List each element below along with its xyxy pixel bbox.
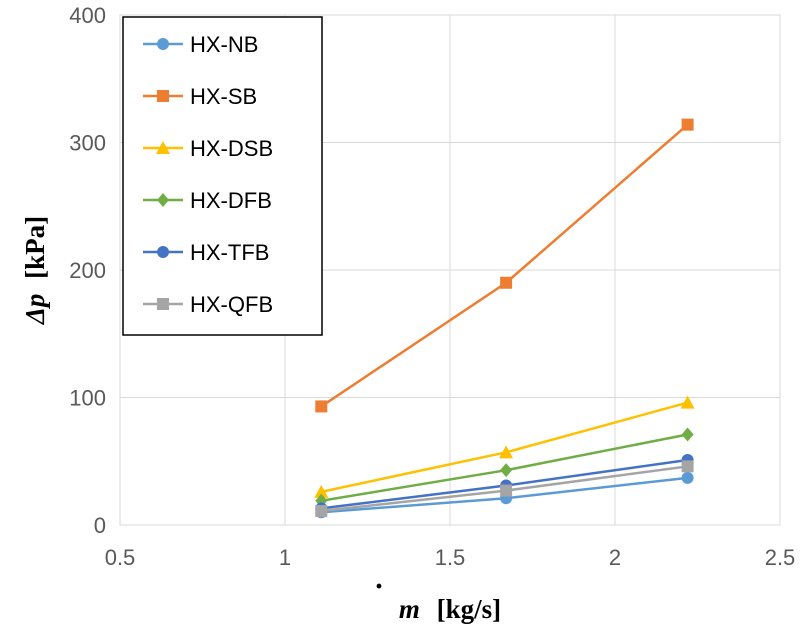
legend-label: HX-NB	[190, 32, 258, 57]
legend-item-hx-qfb: HX-QFB	[143, 292, 273, 317]
x-axis-unit: [kg/s]	[437, 594, 502, 624]
series-hx-dfb	[315, 427, 694, 508]
legend-label: HX-DSB	[190, 136, 273, 161]
legend-swatch-marker	[156, 141, 170, 154]
legend-swatch-marker	[157, 298, 169, 310]
series-hx-sb	[315, 118, 694, 413]
data-point-hx-dsb	[314, 484, 329, 498]
y-axis-unit: [kPa]	[20, 216, 50, 279]
y-axis-label: Δp [kPa]	[20, 216, 50, 325]
series-line-hx-sb	[320, 123, 689, 408]
legend-label: HX-DFB	[190, 188, 272, 213]
x-tick-label: 0.5	[105, 545, 136, 570]
data-point-hx-sb	[315, 400, 328, 413]
data-point-hx-dsb	[680, 395, 695, 409]
plot-area-frame	[119, 14, 781, 526]
x-tick-label: 2	[609, 545, 621, 570]
data-point-hx-dsb	[499, 445, 514, 459]
data-point-hx-sb	[681, 118, 694, 131]
series-hx-dsb	[314, 395, 695, 498]
legend-swatch-marker	[157, 246, 169, 258]
x-axis-label: m [kg/s]	[399, 594, 501, 624]
y-axis-symbol: Δp	[20, 294, 50, 325]
x-tick-label: 2.5	[765, 545, 796, 570]
y-tick-label: 100	[69, 386, 106, 411]
y-tick-label: 0	[94, 513, 106, 538]
data-point-hx-sb	[500, 276, 513, 289]
legend-swatch-marker	[157, 38, 169, 50]
legend-item-hx-nb: HX-NB	[143, 32, 258, 57]
series-layer	[314, 118, 695, 519]
data-point-hx-qfb	[500, 484, 513, 497]
data-point-hx-dfb	[681, 427, 694, 442]
data-point-hx-dfb	[500, 463, 513, 478]
data-point-hx-qfb	[315, 504, 328, 517]
series-line-hx-dsb	[321, 401, 688, 494]
y-tick-label: 300	[69, 131, 106, 156]
legend-label: HX-QFB	[190, 292, 273, 317]
legend-item-hx-tfb: HX-TFB	[143, 240, 269, 265]
tick-labels: 0 100 200 300 400 0.5 1 1.5 2 2.5	[69, 3, 795, 570]
y-tick-label: 400	[69, 3, 106, 28]
data-point-hx-qfb	[681, 460, 694, 473]
x-axis-symbol-dot: ·	[374, 570, 384, 603]
legend-swatch-marker	[157, 90, 169, 102]
legend-label: HX-TFB	[190, 240, 269, 265]
x-tick-label: 1	[279, 545, 291, 570]
x-tick-label: 1.5	[435, 545, 466, 570]
legend-swatch-marker	[157, 193, 169, 207]
data-point-hx-nb	[681, 471, 694, 484]
series-hx-qfb	[315, 460, 694, 517]
x-axis-symbol: m	[399, 594, 420, 624]
y-tick-label: 200	[69, 258, 106, 283]
legend-box	[122, 16, 323, 336]
legend-item-hx-sb: HX-SB	[143, 84, 257, 109]
legend: HX-NB HX-SB HX-DSB HX-DFB HX-TFB HX-QFB	[122, 16, 323, 336]
legend-label: HX-SB	[190, 84, 257, 109]
legend-item-hx-dfb: HX-DFB	[143, 188, 272, 213]
legend-item-hx-dsb: HX-DSB	[143, 136, 273, 161]
